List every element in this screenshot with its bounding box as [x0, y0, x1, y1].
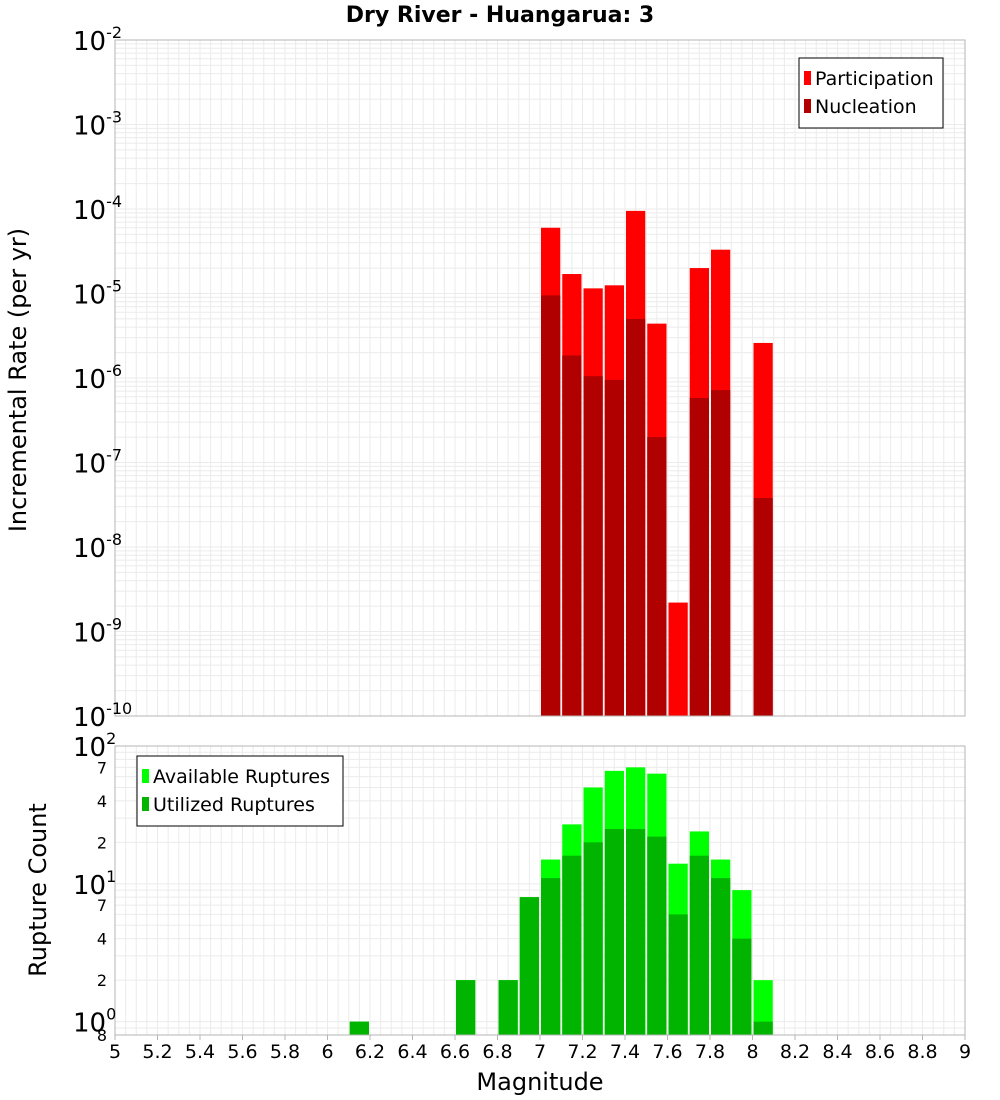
bar: [604, 379, 624, 716]
y-tick-exponent: 2: [106, 729, 116, 748]
x-tick-label: 6.8: [482, 1041, 512, 1063]
legend-swatch: [804, 99, 811, 113]
legend-label: Participation: [815, 68, 934, 90]
legend-label: Nucleation: [815, 96, 917, 118]
legend-swatch: [804, 71, 811, 85]
y-tick-exponent: -5: [106, 277, 122, 296]
x-tick-label: 5.8: [270, 1041, 300, 1063]
bar: [583, 842, 603, 1035]
bar: [753, 498, 773, 716]
y-minor-tick-label: 8: [97, 1026, 107, 1045]
y-tick-label: 100: [73, 1005, 116, 1039]
bar: [519, 897, 539, 1035]
chart-title: Dry River - Huangarua: 3: [346, 3, 654, 28]
x-tick-label: 8.6: [865, 1041, 895, 1063]
top-plot-area: 10-1010-910-810-710-610-510-410-310-2Par…: [73, 23, 966, 733]
y-minor-tick-label: 4: [97, 930, 107, 949]
y-tick-exponent: -8: [106, 530, 122, 549]
top-series-1: [541, 295, 773, 716]
y-tick-exponent: -4: [106, 192, 122, 211]
x-axis-label: Magnitude: [476, 1068, 603, 1096]
y-tick-exponent: 1: [106, 867, 116, 886]
x-tick-label: 5: [109, 1041, 121, 1063]
bottom-legend: Available Ruptures Utilized Ruptures: [136, 755, 344, 827]
bar: [711, 878, 731, 1035]
top-legend: Participation Nucleation: [798, 57, 944, 129]
y-tick-label: 10-2: [73, 23, 122, 57]
y-tick-exponent: -2: [106, 23, 122, 42]
x-tick-label: 7.8: [695, 1041, 725, 1063]
bar: [647, 437, 667, 716]
legend-box: [136, 755, 344, 827]
x-tick-label: 8.8: [907, 1041, 937, 1063]
y-minor-tick-label: 7: [97, 896, 107, 915]
bar: [753, 980, 773, 1035]
y-tick-exponent: -9: [106, 615, 122, 634]
x-tick-label: 6.6: [440, 1041, 470, 1063]
y-tick-label: 102: [73, 729, 116, 763]
x-tick-label: 8: [746, 1041, 758, 1063]
bar: [498, 980, 518, 1035]
legend-label: Available Ruptures: [153, 766, 330, 788]
bar: [647, 836, 667, 1035]
legend-swatch: [142, 769, 149, 783]
y-minor-tick-label: 2: [97, 971, 107, 990]
y-tick-exponent: -3: [106, 108, 122, 127]
bar: [689, 397, 709, 716]
bar: [626, 318, 646, 716]
x-tick-label: 7.2: [567, 1041, 597, 1063]
x-tick-label: 8.4: [822, 1041, 852, 1063]
bar: [753, 1021, 773, 1035]
y-tick-exponent: -6: [106, 361, 122, 380]
x-tick-label: 6.4: [397, 1041, 427, 1063]
legend-label: Utilized Ruptures: [153, 794, 315, 816]
y-tick-exponent: -7: [106, 446, 122, 465]
x-tick-label: 5.2: [142, 1041, 172, 1063]
legend-swatch: [142, 797, 149, 811]
top-frame: [114, 39, 966, 717]
y-minor-tick-label: 4: [97, 792, 107, 811]
bar: [732, 938, 752, 1035]
x-tick-label: 7.4: [610, 1041, 640, 1063]
bottom-series-1: [349, 828, 773, 1035]
y-tick-exponent: 0: [106, 1005, 116, 1024]
y-tick-label: 101: [73, 867, 116, 901]
bar: [583, 376, 603, 716]
bar: [541, 878, 561, 1035]
legend-box: [798, 57, 944, 129]
y-tick-label: 10-6: [73, 361, 122, 395]
bar: [456, 980, 476, 1035]
y-minor-tick-label: 7: [97, 758, 107, 777]
x-tick-label: 5.4: [185, 1041, 215, 1063]
x-tick-label: 9: [959, 1041, 971, 1063]
bar: [604, 828, 624, 1035]
bar: [689, 855, 709, 1035]
top-y-axis-label: Incremental Rate (per yr): [4, 228, 32, 532]
bar: [562, 855, 582, 1035]
bar: [349, 1021, 369, 1035]
x-tick-label: 5.6: [227, 1041, 257, 1063]
x-tick-label: 7.6: [652, 1041, 682, 1063]
y-tick-label: 10-10: [73, 699, 132, 733]
bar: [668, 914, 688, 1035]
bottom-y-axis-label: Rupture Count: [24, 803, 52, 977]
x-tick-label: 7: [534, 1041, 546, 1063]
bar: [711, 390, 731, 716]
y-minor-tick-label: 2: [97, 833, 107, 852]
y-tick-exponent: -10: [106, 699, 132, 718]
bar: [541, 295, 561, 716]
x-tick-label: 8.2: [780, 1041, 810, 1063]
bar: [626, 828, 646, 1035]
bar: [668, 602, 688, 716]
x-tick-label: 6.2: [355, 1041, 385, 1063]
top-grid: [114, 39, 966, 717]
x-tick-label: 6: [321, 1041, 333, 1063]
bar: [562, 355, 582, 716]
y-tick-label: 10-8: [73, 530, 122, 564]
